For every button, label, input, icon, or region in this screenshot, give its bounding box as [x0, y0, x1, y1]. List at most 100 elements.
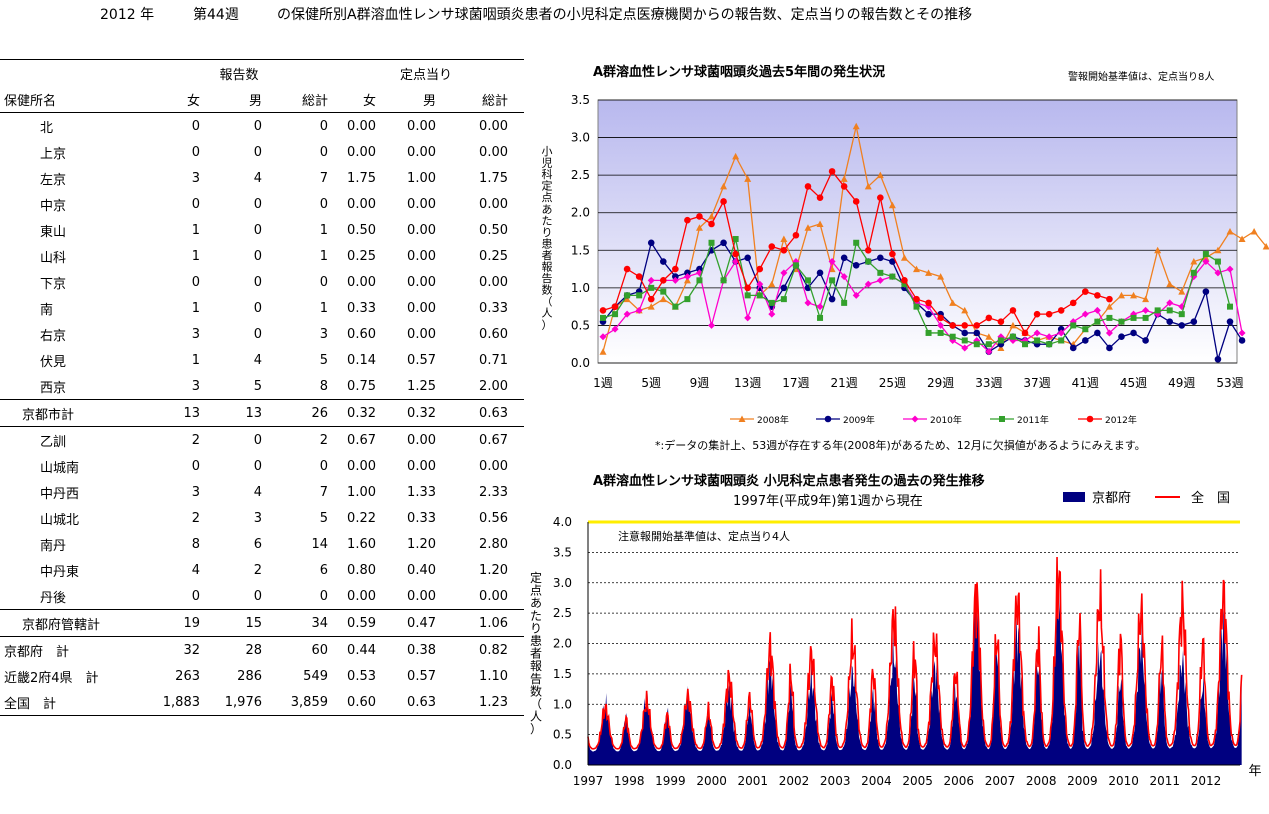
x-year-label: 1997 [573, 774, 604, 788]
data-point [695, 224, 703, 231]
y-tick-label: 3.5 [571, 93, 590, 107]
x-tick-label: 29週 [927, 376, 954, 390]
data-point [1058, 337, 1065, 344]
cell-f: 0 [191, 458, 200, 474]
cell-m: 0 [253, 588, 262, 604]
cell-pt: 0.71 [479, 352, 508, 368]
cell-f: 3 [191, 170, 200, 186]
data-point [925, 310, 932, 318]
y-tick-label: 3.0 [571, 131, 590, 145]
data-point [1009, 307, 1017, 314]
y-tick-label: 1.0 [553, 697, 572, 711]
data-point [816, 303, 824, 311]
data-point [864, 182, 872, 190]
cell-f: 0 [191, 118, 200, 134]
data-point [840, 183, 848, 190]
data-point [1045, 333, 1053, 341]
data-point [840, 175, 848, 182]
y-tick-label: 2.0 [571, 206, 590, 220]
cell-t: 2 [319, 432, 328, 448]
data-point [925, 329, 932, 336]
data-point [683, 276, 691, 284]
data-point [864, 280, 872, 288]
data-point [913, 265, 920, 273]
alert-note: 警報開始基準値は、定点当り8人 [1068, 70, 1214, 83]
data-point [744, 175, 752, 182]
cell-m: 0 [253, 274, 262, 290]
y-tick-label: 2.5 [553, 606, 572, 620]
data-point [852, 262, 860, 269]
data-point [1118, 333, 1125, 341]
cell-name: 伏見 [40, 354, 67, 370]
data-point [1166, 299, 1174, 307]
cell-pm: 0.47 [390, 609, 452, 637]
data-point [1227, 303, 1233, 310]
cell-m: 0 [253, 300, 262, 316]
svg-text:人: 人 [542, 307, 553, 320]
data-point [804, 183, 812, 190]
x-tick-label: 53週 [1216, 376, 1243, 390]
cell-f: 13 [150, 399, 212, 427]
x-year-label: 2009 [1067, 774, 1098, 788]
cell-name: 乙訓 [40, 434, 67, 450]
cell-pt: 0.63 [452, 399, 524, 427]
data-point [1178, 288, 1186, 295]
svg-text:者: 者 [542, 249, 553, 262]
legend-kyoto-label: 京都府 [1092, 491, 1131, 506]
cell-name: 山城南 [40, 460, 80, 476]
table-row: 中丹西 3 4 7 1.00 1.33 2.33 [0, 479, 524, 505]
cell-f: 3 [191, 378, 200, 394]
data-point [636, 292, 643, 299]
data-point [961, 337, 968, 344]
data-point [1214, 246, 1222, 254]
x-year-label: 2010 [1108, 774, 1139, 788]
x-year-label: 2011 [1150, 774, 1181, 788]
data-point [756, 292, 763, 299]
cell-pf: 0.33 [347, 300, 376, 316]
data-point [1069, 299, 1077, 307]
data-point [696, 213, 703, 220]
data-point [756, 265, 764, 273]
cell-pt: 0.00 [479, 196, 508, 212]
x-axis-label: 年 [1248, 764, 1261, 779]
cell-pt: 0.67 [479, 432, 508, 448]
svg-text:数: 数 [530, 683, 542, 698]
data-point [973, 322, 981, 329]
legend-label: 2008年 [757, 414, 789, 426]
svg-text:）: ） [542, 318, 553, 331]
x-tick-label: 25週 [879, 376, 906, 390]
cell-pf: 0.14 [347, 352, 376, 368]
data-point [1033, 329, 1041, 337]
legend-marker [911, 415, 919, 423]
data-point [720, 198, 727, 205]
data-point [1130, 314, 1137, 321]
x-tick-label: 1週 [593, 376, 613, 390]
table-row: 近畿2府4県 計 263 286 549 0.53 0.57 1.10 [0, 663, 524, 689]
data-point [985, 348, 993, 356]
legend-label: 2011年 [1017, 414, 1049, 426]
table-row: 南丹 8 6 14 1.60 1.20 2.80 [0, 531, 524, 557]
table-row: 乙訓 2 0 2 0.67 0.00 0.67 [0, 427, 524, 454]
cell-pm: 0.32 [390, 399, 452, 427]
cell-pf: 0.44 [328, 636, 390, 663]
data-point [1118, 318, 1125, 325]
cell-name: 中丹西 [40, 486, 80, 502]
data-point [1226, 228, 1234, 235]
x-year-label: 2001 [738, 774, 769, 788]
series-kyoto-area [588, 582, 1242, 765]
cell-name: 右京 [40, 328, 67, 344]
data-point [877, 194, 884, 201]
data-point [840, 273, 848, 281]
cell-pm: 1.33 [407, 484, 436, 500]
cell-m: 0 [253, 222, 262, 238]
cell-f: 0 [191, 144, 200, 160]
data-point [889, 258, 896, 265]
y-tick-label: 0.0 [553, 758, 572, 772]
x-tick-label: 37週 [1023, 376, 1050, 390]
cell-t: 8 [319, 378, 328, 394]
data-point [1105, 303, 1113, 310]
data-point [1202, 288, 1210, 295]
cell-pf: 1.60 [347, 536, 376, 552]
x-tick-label: 21週 [831, 376, 858, 390]
data-point [961, 322, 969, 329]
